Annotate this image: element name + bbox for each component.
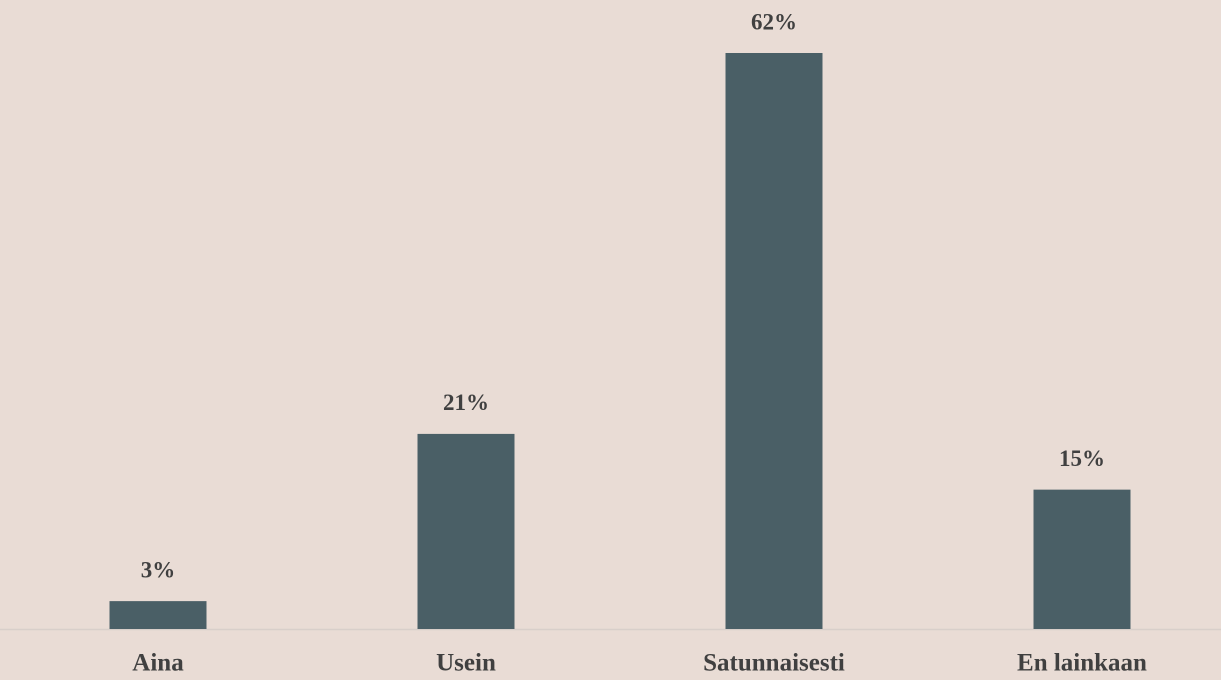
x-tick-label: Satunnaisesti [703,650,845,677]
bar [725,53,823,629]
x-tick-label: En lainkaan [1017,650,1147,677]
bar [1033,489,1131,629]
value-label: 3% [141,557,176,582]
value-label: 15% [1059,446,1105,471]
x-tick-label: Aina [132,650,184,677]
value-label: 21% [443,390,489,415]
value-label: 62% [751,9,797,34]
x-tick-label: Usein [436,650,496,677]
bar [417,433,515,629]
bar [109,601,207,629]
